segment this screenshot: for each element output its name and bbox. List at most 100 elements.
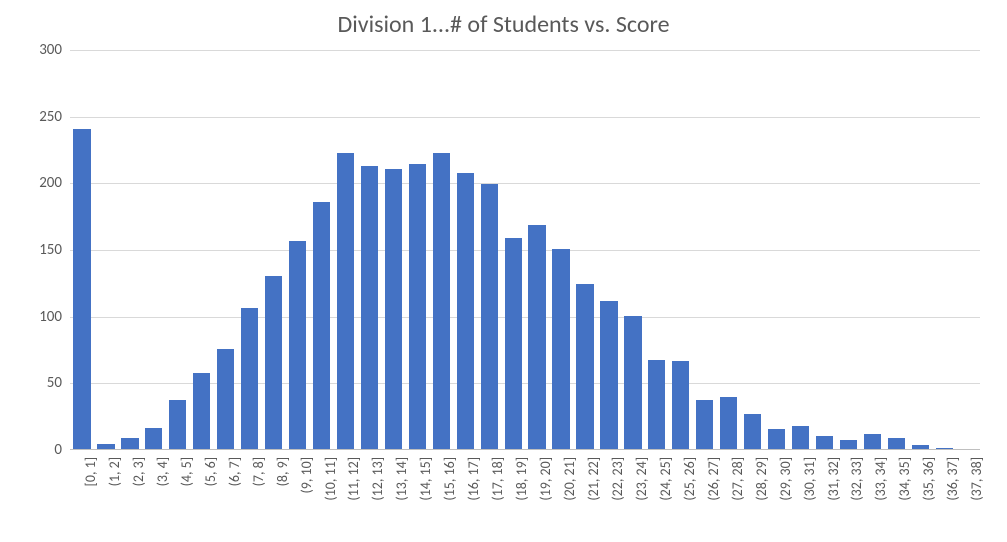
bar-slot [286, 50, 310, 449]
x-label-slot: (20, 21] [549, 452, 573, 532]
bar [720, 397, 737, 449]
x-label-slot: (17, 18] [477, 452, 501, 532]
bar [241, 308, 258, 449]
bar-slot [118, 50, 142, 449]
bar-slot [190, 50, 214, 449]
x-label-slot: (2, 3] [118, 452, 142, 532]
bar-slot [860, 50, 884, 449]
x-label-slot: (32, 33] [837, 452, 861, 532]
bars-container [70, 50, 980, 449]
bar-slot [238, 50, 262, 449]
x-label-slot: (11, 12] [333, 452, 357, 532]
x-label-slot: (30, 31] [789, 452, 813, 532]
bar-slot [956, 50, 980, 449]
bar [792, 426, 809, 449]
bar-slot [932, 50, 956, 449]
x-label-slot: (31, 32] [813, 452, 837, 532]
x-label-slot: (12, 13] [357, 452, 381, 532]
x-label-slot: (33, 34] [860, 452, 884, 532]
x-label-slot: (34, 35] [884, 452, 908, 532]
bar [361, 166, 378, 449]
x-label-slot: (7, 8] [238, 452, 262, 532]
x-label-slot: (27, 28] [717, 452, 741, 532]
bar-slot [765, 50, 789, 449]
x-label-slot: (16, 17] [453, 452, 477, 532]
x-label-slot: (10, 11] [310, 452, 334, 532]
bar-slot [501, 50, 525, 449]
bar [672, 361, 689, 449]
bar [289, 241, 306, 449]
bar [121, 438, 138, 449]
bar-slot [310, 50, 334, 449]
bar-slot [741, 50, 765, 449]
x-label-slot: (14, 15] [405, 452, 429, 532]
bar [648, 360, 665, 449]
bar [433, 153, 450, 449]
bar [696, 400, 713, 449]
bar-slot [645, 50, 669, 449]
bar-slot [453, 50, 477, 449]
bar [505, 238, 522, 449]
x-label-slot: (8, 9] [262, 452, 286, 532]
x-tick-label: (37, 38] [968, 457, 985, 501]
bar [169, 400, 186, 449]
bar [73, 129, 90, 449]
y-tick-label: 100 [7, 308, 62, 326]
bar [409, 164, 426, 449]
x-label-slot: (9, 10] [286, 452, 310, 532]
x-label-slot: (22, 23] [597, 452, 621, 532]
bar-slot [94, 50, 118, 449]
bar-slot [597, 50, 621, 449]
y-tick-label: 50 [7, 374, 62, 392]
x-label-slot: (35, 36] [908, 452, 932, 532]
bar [576, 284, 593, 449]
x-label-slot: (19, 20] [525, 452, 549, 532]
x-label-slot: (37, 38] [956, 452, 980, 532]
bar-slot [333, 50, 357, 449]
bar-slot [813, 50, 837, 449]
bar [265, 276, 282, 449]
x-label-slot: (3, 4] [142, 452, 166, 532]
x-label-slot: (28, 29] [741, 452, 765, 532]
bar-slot [789, 50, 813, 449]
bar [528, 225, 545, 449]
bar-slot [477, 50, 501, 449]
bar-slot [621, 50, 645, 449]
bar [600, 301, 617, 449]
bar-slot [573, 50, 597, 449]
chart-title: Division 1...# of Students vs. Score [0, 10, 1007, 39]
x-label-slot: (1, 2] [94, 452, 118, 532]
x-label-slot: (21, 22] [573, 452, 597, 532]
x-label-slot: (25, 26] [669, 452, 693, 532]
bar-slot [262, 50, 286, 449]
bar [768, 429, 785, 449]
bar [864, 434, 881, 449]
bar [912, 445, 929, 449]
bar-slot [549, 50, 573, 449]
x-label-slot: (36, 37] [932, 452, 956, 532]
bar-slot [142, 50, 166, 449]
x-label-slot: (24, 25] [645, 452, 669, 532]
bar-slot [214, 50, 238, 449]
bar [457, 173, 474, 449]
x-label-slot: [0, 1] [70, 452, 94, 532]
y-tick-label: 300 [7, 41, 62, 59]
bar-slot [669, 50, 693, 449]
bar-slot [381, 50, 405, 449]
x-label-slot: (13, 14] [381, 452, 405, 532]
y-tick-label: 200 [7, 174, 62, 192]
bar [385, 169, 402, 449]
bar-slot [693, 50, 717, 449]
bar [840, 440, 857, 449]
bar [552, 249, 569, 449]
histogram-chart: Division 1...# of Students vs. Score 0 50… [0, 0, 1007, 542]
x-label-slot: (23, 24] [621, 452, 645, 532]
bar [936, 448, 953, 449]
y-tick-label: 0 [7, 441, 62, 459]
bar [193, 373, 210, 449]
bar-slot [429, 50, 453, 449]
bar [744, 414, 761, 449]
bar-slot [166, 50, 190, 449]
bar [337, 153, 354, 449]
bar-slot [357, 50, 381, 449]
